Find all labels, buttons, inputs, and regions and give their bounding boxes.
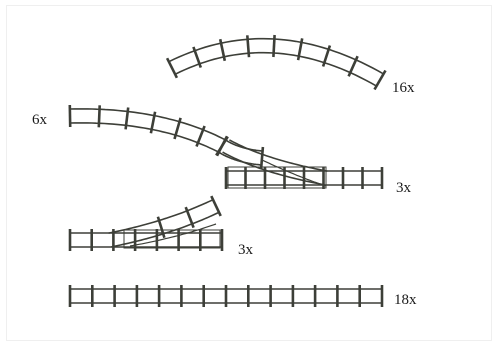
curved-track-quantity: 16x — [392, 80, 415, 96]
left-switch-track-quantity: 3x — [238, 242, 253, 258]
diagram-frame — [6, 5, 492, 341]
track-rail — [225, 139, 263, 152]
track-rail — [108, 198, 214, 234]
track-rail — [168, 37, 384, 75]
track-rail — [174, 51, 377, 87]
straight-track-piece — [68, 285, 384, 307]
curved-track-piece — [165, 34, 387, 91]
right-switch-track-piece — [222, 139, 384, 189]
track-rail — [222, 151, 325, 186]
switch-frog — [261, 159, 327, 187]
track-rail — [70, 122, 220, 153]
right-switch-track-quantity: 3x — [396, 180, 411, 196]
switch-frog — [129, 223, 217, 247]
switch-points-box — [123, 229, 221, 249]
straight-track-quantity: 18x — [394, 292, 417, 308]
track-rail — [217, 151, 262, 166]
track-rail — [69, 108, 226, 141]
track-rail — [229, 139, 328, 172]
left-switch-track-piece — [68, 195, 224, 251]
track-rail — [111, 211, 220, 248]
s-curve-track-quantity: 6x — [32, 112, 47, 128]
s-curve-track-piece — [68, 104, 265, 170]
